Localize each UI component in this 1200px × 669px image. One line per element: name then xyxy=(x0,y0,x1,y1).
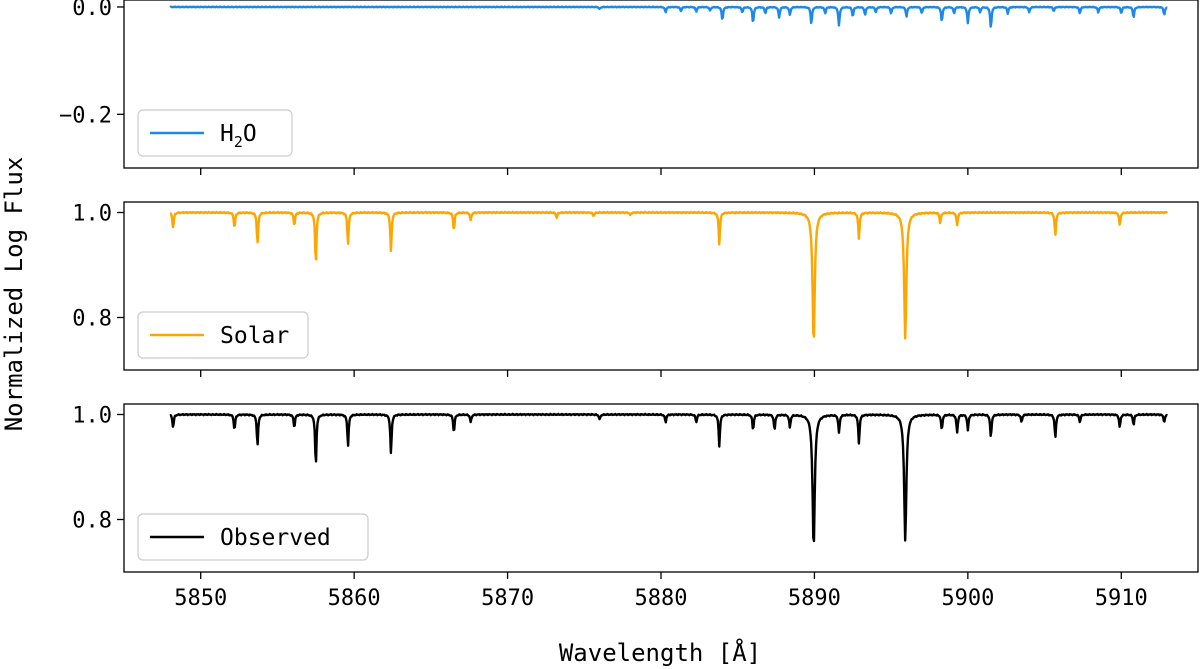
legend-label: H2O xyxy=(220,121,257,151)
series-line-h2o xyxy=(169,5,1168,28)
panel-h2o: 0.0 −0.2 H2O xyxy=(59,0,1199,175)
legend-observed: Observed xyxy=(137,513,369,561)
legend-label: Observed xyxy=(220,525,331,551)
panels-group: 0.0 −0.2 H2O 1.0 0.8 Solar 1.0 0.8 Observed xyxy=(59,0,1199,579)
legend-box xyxy=(137,109,293,157)
y-axis-label: Normalized Log Flux xyxy=(0,157,28,432)
series-line-observed xyxy=(169,412,1168,543)
series-line-solar xyxy=(169,210,1169,340)
legend-solar: Solar xyxy=(137,311,309,359)
y-tick-label: 1.0 xyxy=(72,404,112,429)
x-tick-label: 5910 xyxy=(1095,586,1148,611)
panel-solar: 1.0 0.8 Solar xyxy=(72,201,1199,377)
x-tick-label: 5880 xyxy=(635,586,688,611)
x-tick-label: 5870 xyxy=(481,586,534,611)
y-tick-label: −0.2 xyxy=(59,103,112,128)
x-tick-label: 5850 xyxy=(174,586,227,611)
x-tick-label: 5860 xyxy=(328,586,381,611)
y-tick-label: 0.8 xyxy=(72,509,112,534)
y-tick-label: 0.8 xyxy=(72,307,112,332)
panel-observed: 1.0 0.8 Observed xyxy=(72,403,1199,579)
legend-label: Solar xyxy=(220,323,289,349)
legend-box xyxy=(137,311,309,359)
legend-box xyxy=(137,513,369,561)
legend-h2o: H2O xyxy=(137,109,293,157)
shared-x-axis: 5850 5860 5870 5880 5890 5900 5910 xyxy=(174,586,1148,611)
x-tick-label: 5890 xyxy=(788,586,841,611)
x-axis-label: Wavelength [Å] xyxy=(559,638,761,667)
y-tick-label: 0.0 xyxy=(72,0,112,21)
y-tick-label: 1.0 xyxy=(72,202,112,227)
x-tick-label: 5900 xyxy=(941,586,994,611)
